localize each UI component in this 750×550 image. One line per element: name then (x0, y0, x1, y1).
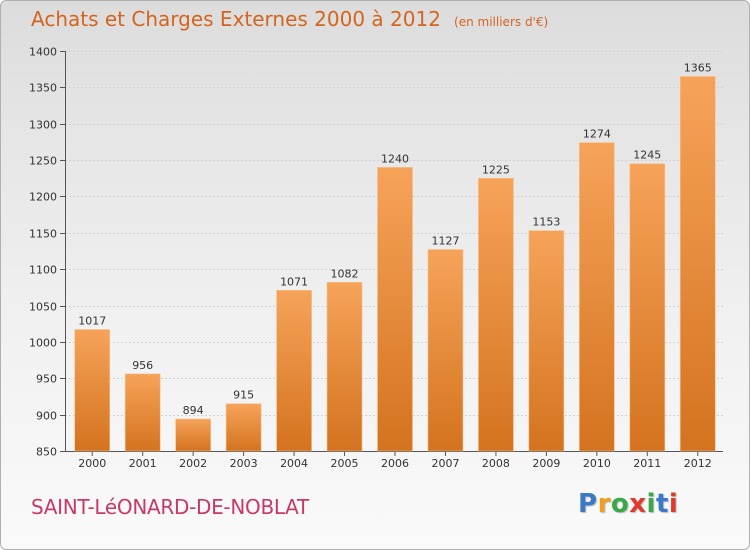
y-tick-label: 1250 (29, 155, 57, 168)
x-tick-label: 2001 (129, 457, 157, 470)
y-tick-label: 1000 (29, 337, 57, 350)
y-tick-label: 1150 (29, 228, 57, 241)
bar (427, 249, 464, 452)
data-label: 956 (132, 359, 153, 372)
data-label: 1274 (583, 128, 611, 141)
data-label: 1082 (331, 267, 359, 280)
bar (528, 230, 565, 452)
title-row: Achats et Charges Externes 2000 à 2012 (… (31, 7, 548, 31)
bar (579, 142, 615, 452)
bar (74, 329, 111, 452)
bar (225, 403, 262, 452)
unit-note: (en milliers d'€) (454, 15, 549, 29)
y-tick-label: 850 (36, 446, 57, 459)
bar (629, 163, 666, 452)
x-tick-label: 2008 (482, 457, 510, 470)
data-label: 1153 (532, 216, 560, 229)
y-tick-label: 1300 (29, 119, 57, 132)
bar (326, 281, 363, 452)
logo-letter: o (610, 489, 630, 519)
x-tick-label: 2004 (280, 457, 308, 470)
x-tick-label: 2000 (78, 457, 106, 470)
data-label: 1127 (431, 235, 459, 248)
logo-letter: P (578, 489, 598, 519)
data-label: 1017 (78, 315, 106, 328)
x-tick-label: 2011 (633, 457, 661, 470)
data-label: 1245 (633, 149, 661, 162)
bar (478, 177, 514, 452)
bar (377, 167, 413, 452)
y-tick-label: 1100 (29, 264, 57, 277)
x-tick-label: 2012 (684, 457, 712, 470)
x-tick-label: 2003 (230, 457, 258, 470)
bar (175, 418, 211, 452)
data-label: 1225 (482, 163, 510, 176)
x-tick-label: 2009 (532, 457, 560, 470)
x-tick-label: 2007 (431, 457, 459, 470)
x-tick-label: 2005 (331, 457, 359, 470)
logo-letter: t (655, 489, 669, 519)
proxiti-logo: Proxiti (578, 489, 678, 519)
y-tick-label: 1200 (29, 191, 57, 204)
x-tick-label: 2006 (381, 457, 409, 470)
logo-letter: i (668, 489, 679, 519)
logo-letter: r (597, 489, 611, 519)
logo-letter: x (629, 489, 647, 519)
y-tick-label: 1050 (29, 301, 57, 314)
data-label: 1240 (381, 152, 409, 165)
data-label: 1071 (280, 275, 308, 288)
chart-title: Achats et Charges Externes 2000 à 2012 (31, 7, 441, 31)
data-label: 915 (233, 389, 254, 402)
y-tick-label: 1350 (29, 82, 57, 95)
y-tick-label: 1400 (29, 46, 57, 59)
y-tick-label: 950 (36, 373, 57, 386)
bar (679, 76, 716, 452)
bar (276, 289, 312, 452)
bar (124, 373, 161, 452)
y-tick-label: 900 (36, 410, 57, 423)
data-label: 1365 (684, 61, 712, 74)
x-tick-label: 2010 (583, 457, 611, 470)
city-name: SAINT-LéONARD-DE-NOBLAT (31, 495, 309, 519)
data-label: 894 (183, 404, 204, 417)
x-tick-label: 2002 (179, 457, 207, 470)
logo-letter: i (646, 489, 656, 519)
